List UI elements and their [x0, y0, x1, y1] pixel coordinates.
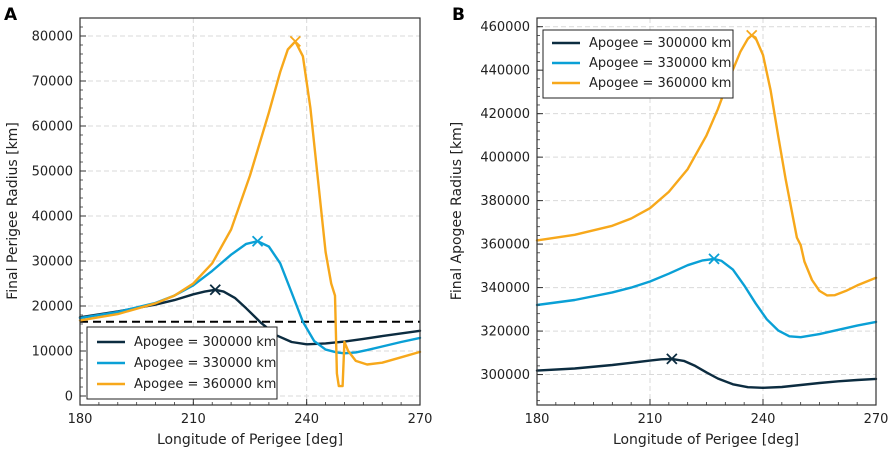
panel-a-ytick-label: 70000 — [32, 75, 73, 90]
panel-b-ticks: 180 210 240 270 300000 320000 340000 360000 3800… — [480, 17, 889, 427]
panel-a-letter: A — [4, 5, 18, 25]
panel-a-ytick-label: 50000 — [32, 165, 73, 180]
panel-a-ytick-label: 20000 — [32, 300, 73, 315]
panel-a-legend-label-330000: Apogee = 330000 km — [134, 356, 276, 371]
panel-a-legend-label-360000: Apogee = 360000 km — [134, 377, 276, 392]
panel-a-peak-markers — [209, 35, 301, 296]
panel-a-series-apogee-300000 — [78, 288, 422, 346]
panel-b-ylabel: Final Apogee Radius [km] — [449, 122, 465, 300]
panel-a-xtick-label: 210 — [181, 412, 206, 427]
panel-b-series-apogee-360000 — [535, 34, 878, 297]
panel-b-series — [535, 34, 878, 389]
panel-b-peak-marker-330000 — [708, 253, 720, 265]
panel-b-ytick-label: 420000 — [480, 107, 530, 122]
panel-b-xtick-label: 240 — [751, 412, 776, 427]
panel-a-ytick-label: 80000 — [32, 30, 73, 45]
panel-b-legend-label-330000: Apogee = 330000 km — [589, 56, 731, 71]
panel-b: B 180 210 240 270 300000 320000 340000 360000 38… — [449, 5, 888, 448]
panel-b-legend: Apogee = 300000 km Apogee = 330000 km Ap… — [542, 29, 734, 99]
panel-b-ytick-label: 320000 — [480, 325, 530, 340]
panel-a-ticks: 180 210 240 270 0 10000 20000 30000 40000 50000 60… — [32, 17, 433, 427]
panel-b-legend-label-300000: Apogee = 300000 km — [589, 36, 731, 51]
panel-b-peak-markers — [666, 29, 758, 365]
panel-a-ytick-label: 40000 — [32, 210, 73, 225]
panel-a-series-apogee-360000 — [78, 40, 422, 388]
panel-b-xtick-label: 270 — [864, 412, 889, 427]
panel-a-peak-marker-360000 — [289, 35, 301, 48]
panel-a-series — [78, 40, 422, 388]
panel-b-xtick-label: 180 — [525, 412, 550, 427]
panel-a-ytick-label: 30000 — [32, 255, 73, 270]
panel-a-peak-marker-330000 — [251, 235, 264, 247]
panel-b-peak-marker-360000 — [746, 29, 758, 42]
panel-a-xlabel: Longitude of Perigee [deg] — [157, 432, 343, 448]
panel-b-grid — [537, 18, 876, 405]
panel-a-ytick-label: 10000 — [32, 345, 73, 360]
panel-a-peak-marker-300000 — [209, 284, 221, 296]
panel-b-legend-label-360000: Apogee = 360000 km — [589, 76, 731, 91]
panel-a-legend: Apogee = 300000 km Apogee = 330000 km Ap… — [86, 326, 278, 400]
panel-b-ytick-label: 300000 — [480, 368, 530, 383]
panel-a-ylabel: Final Perigee Radius [km] — [5, 122, 21, 300]
panel-b-ytick-label: 360000 — [480, 238, 530, 253]
panel-a-xtick-label: 180 — [68, 412, 93, 427]
panel-b-ytick-label: 340000 — [480, 281, 530, 296]
panel-a-ytick-label: 0 — [65, 390, 73, 405]
panel-b-series-apogee-300000 — [535, 357, 878, 389]
panel-a-xtick-label: 270 — [408, 412, 433, 427]
panel-b-ytick-label: 380000 — [480, 194, 530, 209]
panel-b-xlabel: Longitude of Perigee [deg] — [613, 432, 799, 448]
panel-b-ytick-label: 460000 — [480, 20, 530, 35]
panel-b-ytick-label: 440000 — [480, 64, 530, 79]
panel-b-letter: B — [452, 5, 465, 25]
panel-b-xtick-label: 210 — [638, 412, 663, 427]
panel-a-ytick-label: 60000 — [32, 120, 73, 135]
panel-a-xtick-label: 240 — [294, 412, 319, 427]
panel-b-series-apogee-330000 — [535, 257, 878, 339]
panel-a-legend-label-300000: Apogee = 300000 km — [134, 335, 276, 350]
panel-b-ytick-label: 400000 — [480, 151, 530, 166]
panel-b-peak-marker-300000 — [666, 353, 678, 365]
panel-a: A 180 210 240 270 0 10000 20000 30000 40000 50000… — [4, 5, 432, 448]
